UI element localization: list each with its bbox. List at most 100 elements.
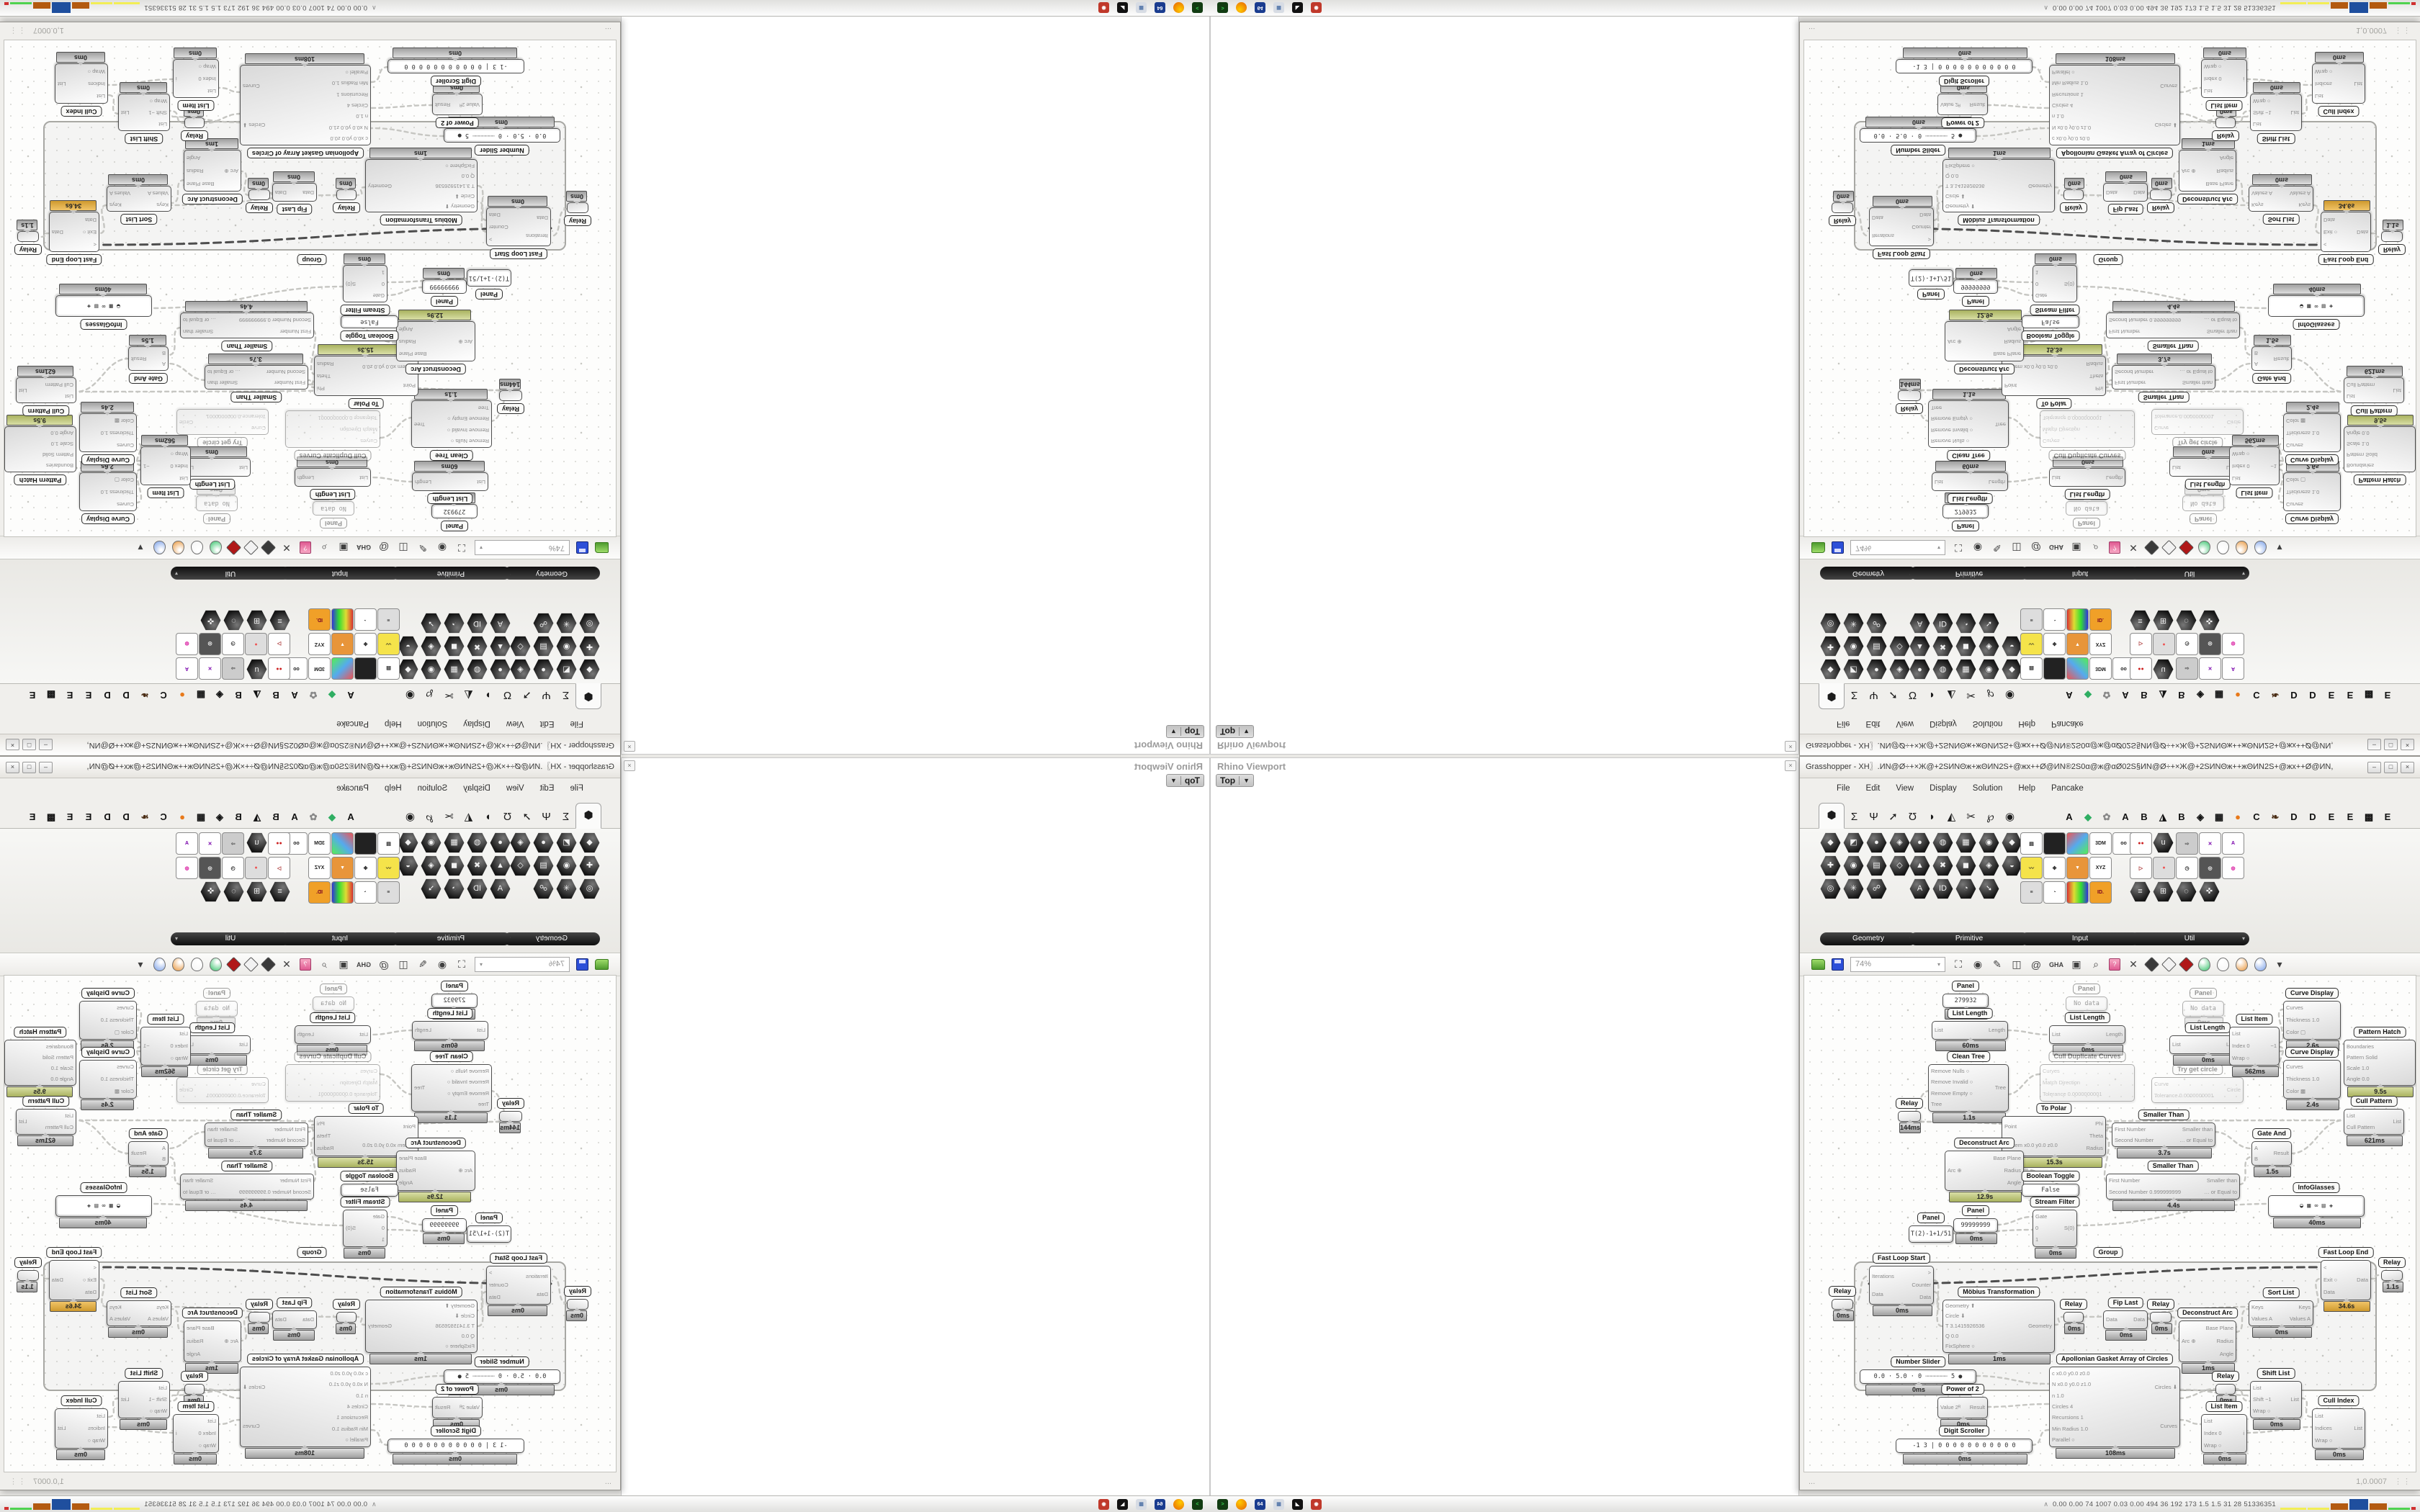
gh-node-clean-tree[interactable]: Clean Tree Remove Nulls ○ Remove Invalid ○…	[1928, 1051, 2009, 1123]
component-icon[interactable]: ●	[1909, 659, 1930, 680]
resize-grip-icon[interactable]: ⋮⋮	[2394, 26, 2411, 35]
gh-node-gate-and[interactable]: Gate And A B Result 1.5s	[128, 1128, 169, 1177]
gh-node-panel[interactable]: Panel 99999999 0ms	[1953, 1205, 1998, 1244]
node-body[interactable]	[2066, 996, 2107, 1011]
gh-node-fip-last[interactable]: Fip Last Data Data 0ms	[2103, 171, 2148, 215]
tab-plugin-3[interactable]: A	[2122, 811, 2129, 822]
tab-plugin-10[interactable]: C	[2253, 811, 2260, 822]
gh-node-panel[interactable]: Panel 99999999 0ms	[422, 1205, 467, 1244]
toolbar-help-box[interactable]: ?	[2109, 958, 2120, 971]
component-icon-ar[interactable]: ⇨	[222, 657, 244, 680]
component-icon[interactable]: ◆	[1820, 832, 1841, 853]
node-body[interactable]	[2283, 1001, 2341, 1040]
toolbar-gem-white[interactable]	[2161, 956, 2177, 973]
component-icon[interactable]: ◆	[579, 659, 600, 680]
node-body[interactable]	[1869, 1266, 1934, 1305]
node-body[interactable]	[2251, 1141, 2292, 1166]
toolbar-gem-red[interactable]	[2178, 539, 2195, 556]
gh-node-number-slider[interactable]: Number Slider 0.0 · 5.0 · 0 ┈┈┈┈┈┈ 5 ● 0ms	[1860, 117, 1976, 156]
menu-display[interactable]: Display	[1930, 719, 1957, 729]
tab-plugin-16[interactable]: ▩	[46, 690, 56, 701]
component-icon[interactable]: ◼	[1955, 636, 1976, 657]
toolbar-tag-orange[interactable]	[2236, 541, 2248, 554]
component-icon-kn[interactable]: ◔	[354, 608, 377, 631]
taskbar-app-commander-64[interactable]: 64	[1155, 1498, 1165, 1510]
tab-plugin-15[interactable]: E	[2347, 690, 2354, 701]
component-icon-t3[interactable]	[2066, 657, 2089, 680]
tab-category-2[interactable]: Ψ	[1869, 689, 1878, 701]
ribbon-panel-label[interactable]: Util ▾	[171, 567, 290, 580]
component-icon-rc[interactable]: ●	[245, 857, 267, 879]
tab-plugin-7[interactable]: ◈	[2197, 811, 2204, 822]
viewport-close-button[interactable]: ×	[624, 741, 635, 752]
component-icon[interactable]: ◩	[1843, 832, 1864, 853]
gh-node-smaller-than[interactable]: Smaller Than First Number Second Number Sma…	[205, 1110, 308, 1158]
tab-category-4[interactable]: Ʊ	[503, 811, 512, 823]
component-icon[interactable]: ◉	[421, 659, 442, 680]
menu-solution[interactable]: Solution	[1972, 783, 2003, 793]
taskbar-app-inkscape[interactable]: ◣	[1292, 1498, 1303, 1510]
component-icon-sp[interactable]: ◎	[199, 857, 221, 879]
taskbar-app-debugger[interactable]: ◉	[1311, 1498, 1322, 1510]
tab-plugin-13[interactable]: D	[2309, 690, 2316, 701]
definition-canvas[interactable]: Panel2799320msList LengthListLength60msC…	[1803, 40, 2416, 537]
node-body[interactable]	[2312, 1408, 2365, 1449]
menu-view[interactable]: View	[506, 719, 524, 729]
gh-node-fast-loop-end[interactable]: Fast Loop End < Exit ○ Data Data 34.6s	[2318, 200, 2374, 265]
toolbar-tag-blue[interactable]	[2254, 958, 2267, 971]
menu-view[interactable]: View	[1896, 783, 1914, 793]
component-icon[interactable]: ✳	[556, 613, 577, 634]
component-icon[interactable]: ◈	[1889, 832, 1910, 853]
toolbar-zoom-extents[interactable]: ⛶	[1955, 958, 1962, 970]
tab-category-7[interactable]: ✂	[444, 811, 454, 823]
gh-node-panel[interactable]: Panel (SQRT(2)-1+1/512)*1	[1909, 269, 1953, 300]
component-icon-pl[interactable]: ▷	[268, 633, 290, 655]
tab-plugin-12[interactable]: D	[2290, 811, 2298, 822]
gh-node-curve-display[interactable]: Curve Display Curves Thickness 1.0 Color ▩ 2…	[2283, 402, 2341, 465]
grasshopper-title-bar[interactable]: Grasshopper - XH〗.ИN@Ø÷+×Ж@+2SИNΘж+жΘИN2…	[1800, 734, 2420, 755]
component-icon-q[interactable]	[2043, 832, 2066, 855]
tab-category-6[interactable]: ◭	[464, 689, 473, 701]
component-icon[interactable]: ◼	[444, 636, 465, 657]
gh-node-smaller-than[interactable]: Smaller Than First Number Second Number Sma…	[205, 354, 308, 402]
toolbar-help-box[interactable]: ?	[300, 541, 311, 554]
tab-category-9[interactable]: ◉	[405, 689, 416, 701]
gh-node-curve-display[interactable]: Curve Display Curves Thickness 1.0 Color ▩ 2…	[2283, 1047, 2341, 1110]
ribbon-panel-label[interactable]: Util ▾	[2130, 932, 2249, 945]
component-icon-xz[interactable]: XYZ	[308, 857, 331, 879]
gh-node-curve-display[interactable]: Curve Display Curves Thickness 1.0 Color ▩ 2…	[79, 402, 137, 465]
component-icon-ch[interactable]: ●●	[268, 832, 290, 855]
component-icon[interactable]: ◈	[1889, 659, 1910, 680]
component-icon[interactable]: ✳	[556, 878, 577, 899]
tab-plugin-11[interactable]: ❧	[140, 811, 149, 822]
tab-category-0[interactable]: ⬢	[575, 683, 601, 709]
taskbar-app-terminal[interactable]: >	[1192, 2, 1203, 14]
grasshopper-title-bar[interactable]: Grasshopper - XH〗.ИN@Ø÷+×Ж@+2SИNΘж+жΘИN2…	[1800, 757, 2420, 778]
tab-category-6[interactable]: ◭	[1947, 811, 1956, 823]
tab-plugin-3[interactable]: A	[291, 811, 298, 822]
component-icon[interactable]: ◉	[1978, 659, 1999, 680]
gh-node-power-of-2[interactable]: Power of 2 Value 2ᴿ Result 0ms	[1937, 82, 1988, 128]
toolbar-canvas-capture[interactable]: ▣	[339, 958, 349, 970]
tab-category-1[interactable]: Σ	[562, 689, 570, 701]
gh-node-number-slider[interactable]: Number Slider 0.0 · 5.0 · 0 ┈┈┈┈┈┈ 5 ● 0ms	[444, 117, 560, 156]
viewport-camera-button[interactable]: Top ▼	[1165, 774, 1204, 787]
component-icon[interactable]: ◎	[1820, 878, 1841, 899]
gh-node-power-of-2[interactable]: Power of 2 Value 2ᴿ Result 0ms	[432, 1384, 483, 1430]
gh-node-list-item[interactable]: List Item List Index 0 Wrap ○ −1 562ms	[2229, 1014, 2280, 1077]
ribbon-panel-label[interactable]: Geometry▾	[1820, 932, 1917, 945]
toolbar-remote-panel[interactable]: @	[378, 958, 390, 971]
toolbar-tag-blue[interactable]	[153, 541, 166, 554]
component-icon[interactable]: ▤	[533, 636, 554, 657]
component-icon-rb[interactable]	[331, 881, 354, 904]
gh-node-power-of-2[interactable]: Power of 2 Value 2ᴿ Result 0ms	[432, 82, 483, 128]
component-icon[interactable]: A	[1909, 878, 1930, 899]
tray-expand-icon[interactable]: ∧	[372, 4, 377, 12]
component-icon-xz[interactable]: XYZ	[2089, 857, 2112, 879]
component-icon[interactable]: ◍	[467, 832, 488, 853]
gh-node-boolean-toggle[interactable]: Boolean Toggle False	[2021, 315, 2080, 341]
taskbar-app-commander-64[interactable]: 64	[1255, 1498, 1265, 1510]
minimize-button[interactable]: –	[39, 761, 53, 773]
component-icon-pd[interactable]: ◍	[2222, 857, 2244, 879]
